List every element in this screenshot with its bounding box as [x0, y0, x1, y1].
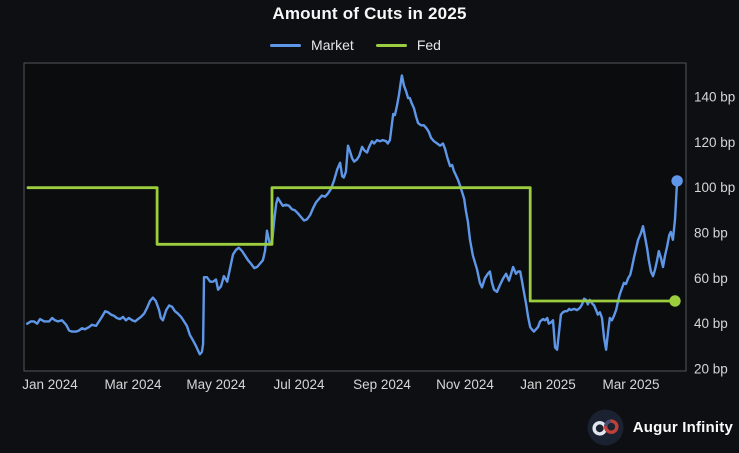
y-tick-label: 60 bp	[694, 271, 728, 286]
brand-footer: Augur Infinity	[587, 409, 733, 446]
y-tick-label: 100 bp	[694, 180, 735, 195]
legend-label-fed: Fed	[416, 37, 441, 53]
y-tick-label: 40 bp	[694, 316, 728, 331]
x-tick-label: Sep 2024	[353, 377, 411, 392]
y-tick-label: 120 bp	[694, 135, 735, 150]
legend-item-fed[interactable]: Fed	[375, 37, 441, 53]
y-tick-label: 80 bp	[694, 226, 728, 241]
legend-label-market: Market	[311, 37, 354, 53]
chart-title: Amount of Cuts in 2025	[272, 4, 467, 23]
y-tick-label: 20 bp	[694, 362, 728, 377]
brand-name: Augur Infinity	[632, 419, 733, 436]
fed-series-line[interactable]	[26, 186, 677, 303]
market-line-swatch	[270, 43, 302, 47]
legend-item-market[interactable]: Market	[270, 37, 354, 53]
y-tick-label: 140 bp	[694, 90, 735, 105]
market-end-dot	[671, 175, 683, 187]
x-tick-label: Jul 2024	[273, 377, 325, 392]
fed-end-dot	[669, 295, 681, 307]
plot-area-border	[23, 62, 687, 372]
x-tick-label: Nov 2024	[436, 377, 494, 392]
x-tick-label: Mar 2024	[104, 377, 162, 392]
augur-infinity-logo-icon	[587, 409, 624, 446]
x-tick-label: May 2024	[186, 377, 246, 392]
x-tick-label: Mar 2025	[602, 377, 659, 392]
x-tick-label: Jan 2024	[22, 377, 78, 392]
chart-legend: Market Fed	[0, 37, 725, 53]
fed-line-swatch	[375, 43, 407, 47]
x-tick-label: Jan 2025	[520, 377, 576, 392]
